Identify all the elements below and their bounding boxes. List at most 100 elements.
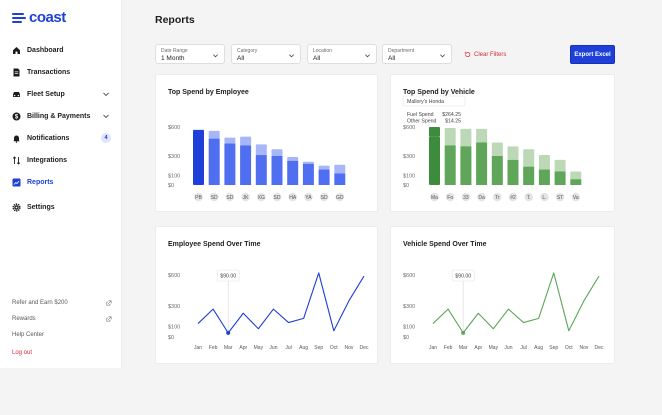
- sidebar-item-label: Reports: [27, 178, 54, 186]
- y-tick-label: $300: [168, 154, 180, 160]
- dollar-icon: $: [12, 112, 21, 121]
- logout-link[interactable]: Log out: [12, 350, 112, 356]
- x-tick-label: Ma: [431, 195, 438, 201]
- sidebar-item-label: Integrations: [27, 156, 68, 164]
- x-tick-label: Jan: [194, 345, 202, 351]
- bar-segment-primary: [224, 143, 236, 185]
- bar-segment-other: [240, 136, 252, 146]
- chevron-down-icon[interactable]: [102, 112, 110, 120]
- reset-icon: [464, 51, 471, 58]
- category-avatar: [571, 192, 581, 202]
- x-tick-label: Apr: [239, 345, 247, 351]
- x-tick-label: Tr: [495, 195, 500, 201]
- notification-count-badge: 4: [101, 133, 111, 143]
- x-tick-label: Va: [573, 195, 579, 201]
- clear-filters-button[interactable]: Clear Filters: [464, 51, 506, 58]
- x-tick-label: Da: [478, 195, 485, 201]
- sidebar-item-notifications[interactable]: Notifications 4: [0, 130, 122, 146]
- x-tick-label: Mar: [459, 345, 468, 351]
- sidebar-item-dashboard[interactable]: Dashboard: [0, 42, 122, 58]
- employee-spend-time-chart: $0 $100 $300 $600 $90.00 Jan Feb Mar Apr May Jun Ju…: [168, 269, 369, 351]
- tooltip-row-label: Other Spend: [407, 119, 437, 125]
- bar-segment-primary: [208, 138, 220, 185]
- refer-link-label: Refer and Earn $200: [12, 300, 68, 306]
- bar-segment-other: [255, 144, 267, 156]
- export-excel-button[interactable]: Export Excel: [570, 45, 615, 64]
- category-avatar: [225, 192, 235, 202]
- series-line: [432, 272, 600, 334]
- highlight-tooltip-label: $90.00: [220, 274, 236, 280]
- filter-category[interactable]: Category All: [231, 44, 301, 64]
- x-tick-label: Dec: [595, 345, 604, 351]
- filter-location[interactable]: Location All: [307, 44, 377, 64]
- bar-segment-primary: [302, 163, 314, 185]
- rewards-link-label: Rewards: [12, 316, 36, 322]
- x-tick-label: JK: [243, 195, 250, 201]
- category-avatar: [194, 192, 203, 202]
- category-avatar: [555, 192, 565, 202]
- logo[interactable]: coast: [12, 9, 66, 26]
- refer-link[interactable]: Refer and Earn $200: [12, 300, 112, 306]
- filter-date-range[interactable]: Date Range 1 Month: [155, 44, 225, 64]
- bar-segment-primary: [570, 179, 582, 185]
- y-tick-label: $0: [403, 335, 409, 341]
- help-center-link[interactable]: Help Center: [12, 332, 112, 338]
- chevron-down-icon: [440, 54, 445, 58]
- chevron-down-icon[interactable]: [102, 90, 110, 98]
- y-tick-label: $600: [403, 273, 415, 279]
- x-tick-label: PB: [195, 195, 202, 201]
- sidebar-item-billing[interactable]: $ Billing & Payments: [0, 108, 122, 124]
- card-vehicle-spend-time: Vehicle Spend Over Time $0 $100 $300 $600 $9…: [390, 226, 615, 364]
- bar-segment-primary: [271, 156, 283, 185]
- y-tick-label: $0: [403, 183, 409, 189]
- card-employee-spend-time: Employee Spend Over Time $0 $100 $300 $600 $…: [155, 226, 378, 364]
- sidebar-item-settings[interactable]: Settings: [0, 199, 122, 215]
- bar-segment-primary: [255, 155, 267, 185]
- tooltip-row-value: $14.25: [445, 119, 461, 125]
- bar-segment-other: [224, 137, 236, 144]
- card-top-spend-vehicle: Top Spend by Vehicle $0 $100 $300 $600 Ma Fo 3…: [390, 74, 615, 212]
- sidebar-item-integrations[interactable]: Integrations: [0, 152, 122, 168]
- top-spend-vehicle-chart: $0 $100 $300 $600 Ma Fo 33 Da Tr #2 T. L. ST Va Mallor…: [402, 95, 582, 202]
- filter-department[interactable]: Department All: [382, 44, 452, 64]
- top-spend-employee-chart: $0 $100 $300 $600 PB SD SD JK XG SD HA YA SD GD: [168, 125, 346, 202]
- external-link-icon: [106, 316, 112, 322]
- x-tick-label: HA: [289, 195, 297, 201]
- sidebar-item-fleet-setup[interactable]: Fleet Setup: [0, 86, 122, 102]
- category-avatar: [445, 192, 455, 202]
- category-avatar: [461, 192, 471, 202]
- chevron-down-icon: [289, 54, 294, 58]
- bar-segment-other: [302, 161, 314, 164]
- sidebar-item-label: Dashboard: [27, 46, 64, 54]
- y-tick-label: $0: [168, 183, 174, 189]
- bar-segment-primary: [429, 136, 440, 185]
- x-tick-label: Feb: [444, 345, 453, 351]
- bar-segment-primary: [491, 156, 503, 185]
- x-tick-label: SD: [226, 195, 233, 201]
- tooltip-title: Mallory's Honda: [407, 99, 444, 105]
- bar-segment-primary: [193, 129, 204, 185]
- filter-label: Department: [388, 48, 415, 54]
- bar-segment-primary: [523, 166, 535, 185]
- sidebar-item-reports[interactable]: Reports: [0, 174, 122, 190]
- bar-segment-primary: [538, 169, 550, 185]
- y-tick-label: $0: [168, 335, 174, 341]
- arrows-icon: [12, 155, 21, 165]
- rewards-link[interactable]: Rewards: [12, 316, 112, 322]
- x-tick-label: Aug: [534, 345, 543, 351]
- bar-segment-other: [491, 142, 503, 156]
- x-tick-label: Apr: [474, 345, 482, 351]
- bar-segment-primary: [444, 145, 456, 185]
- document-icon: [12, 68, 21, 77]
- car-icon: [12, 90, 21, 99]
- category-avatar: [493, 192, 502, 202]
- y-tick-label: $600: [403, 125, 415, 131]
- x-tick-label: GD: [336, 195, 344, 201]
- bar-segment-other: [523, 149, 535, 167]
- bar-segment-other: [570, 171, 582, 180]
- sidebar-item-transactions[interactable]: Transactions: [0, 64, 122, 80]
- highlight-tooltip-label: $90.00: [455, 274, 471, 280]
- card-title: Employee Spend Over Time: [168, 241, 261, 248]
- bar-segment-primary: [318, 169, 330, 185]
- x-tick-label: Oct: [330, 345, 338, 351]
